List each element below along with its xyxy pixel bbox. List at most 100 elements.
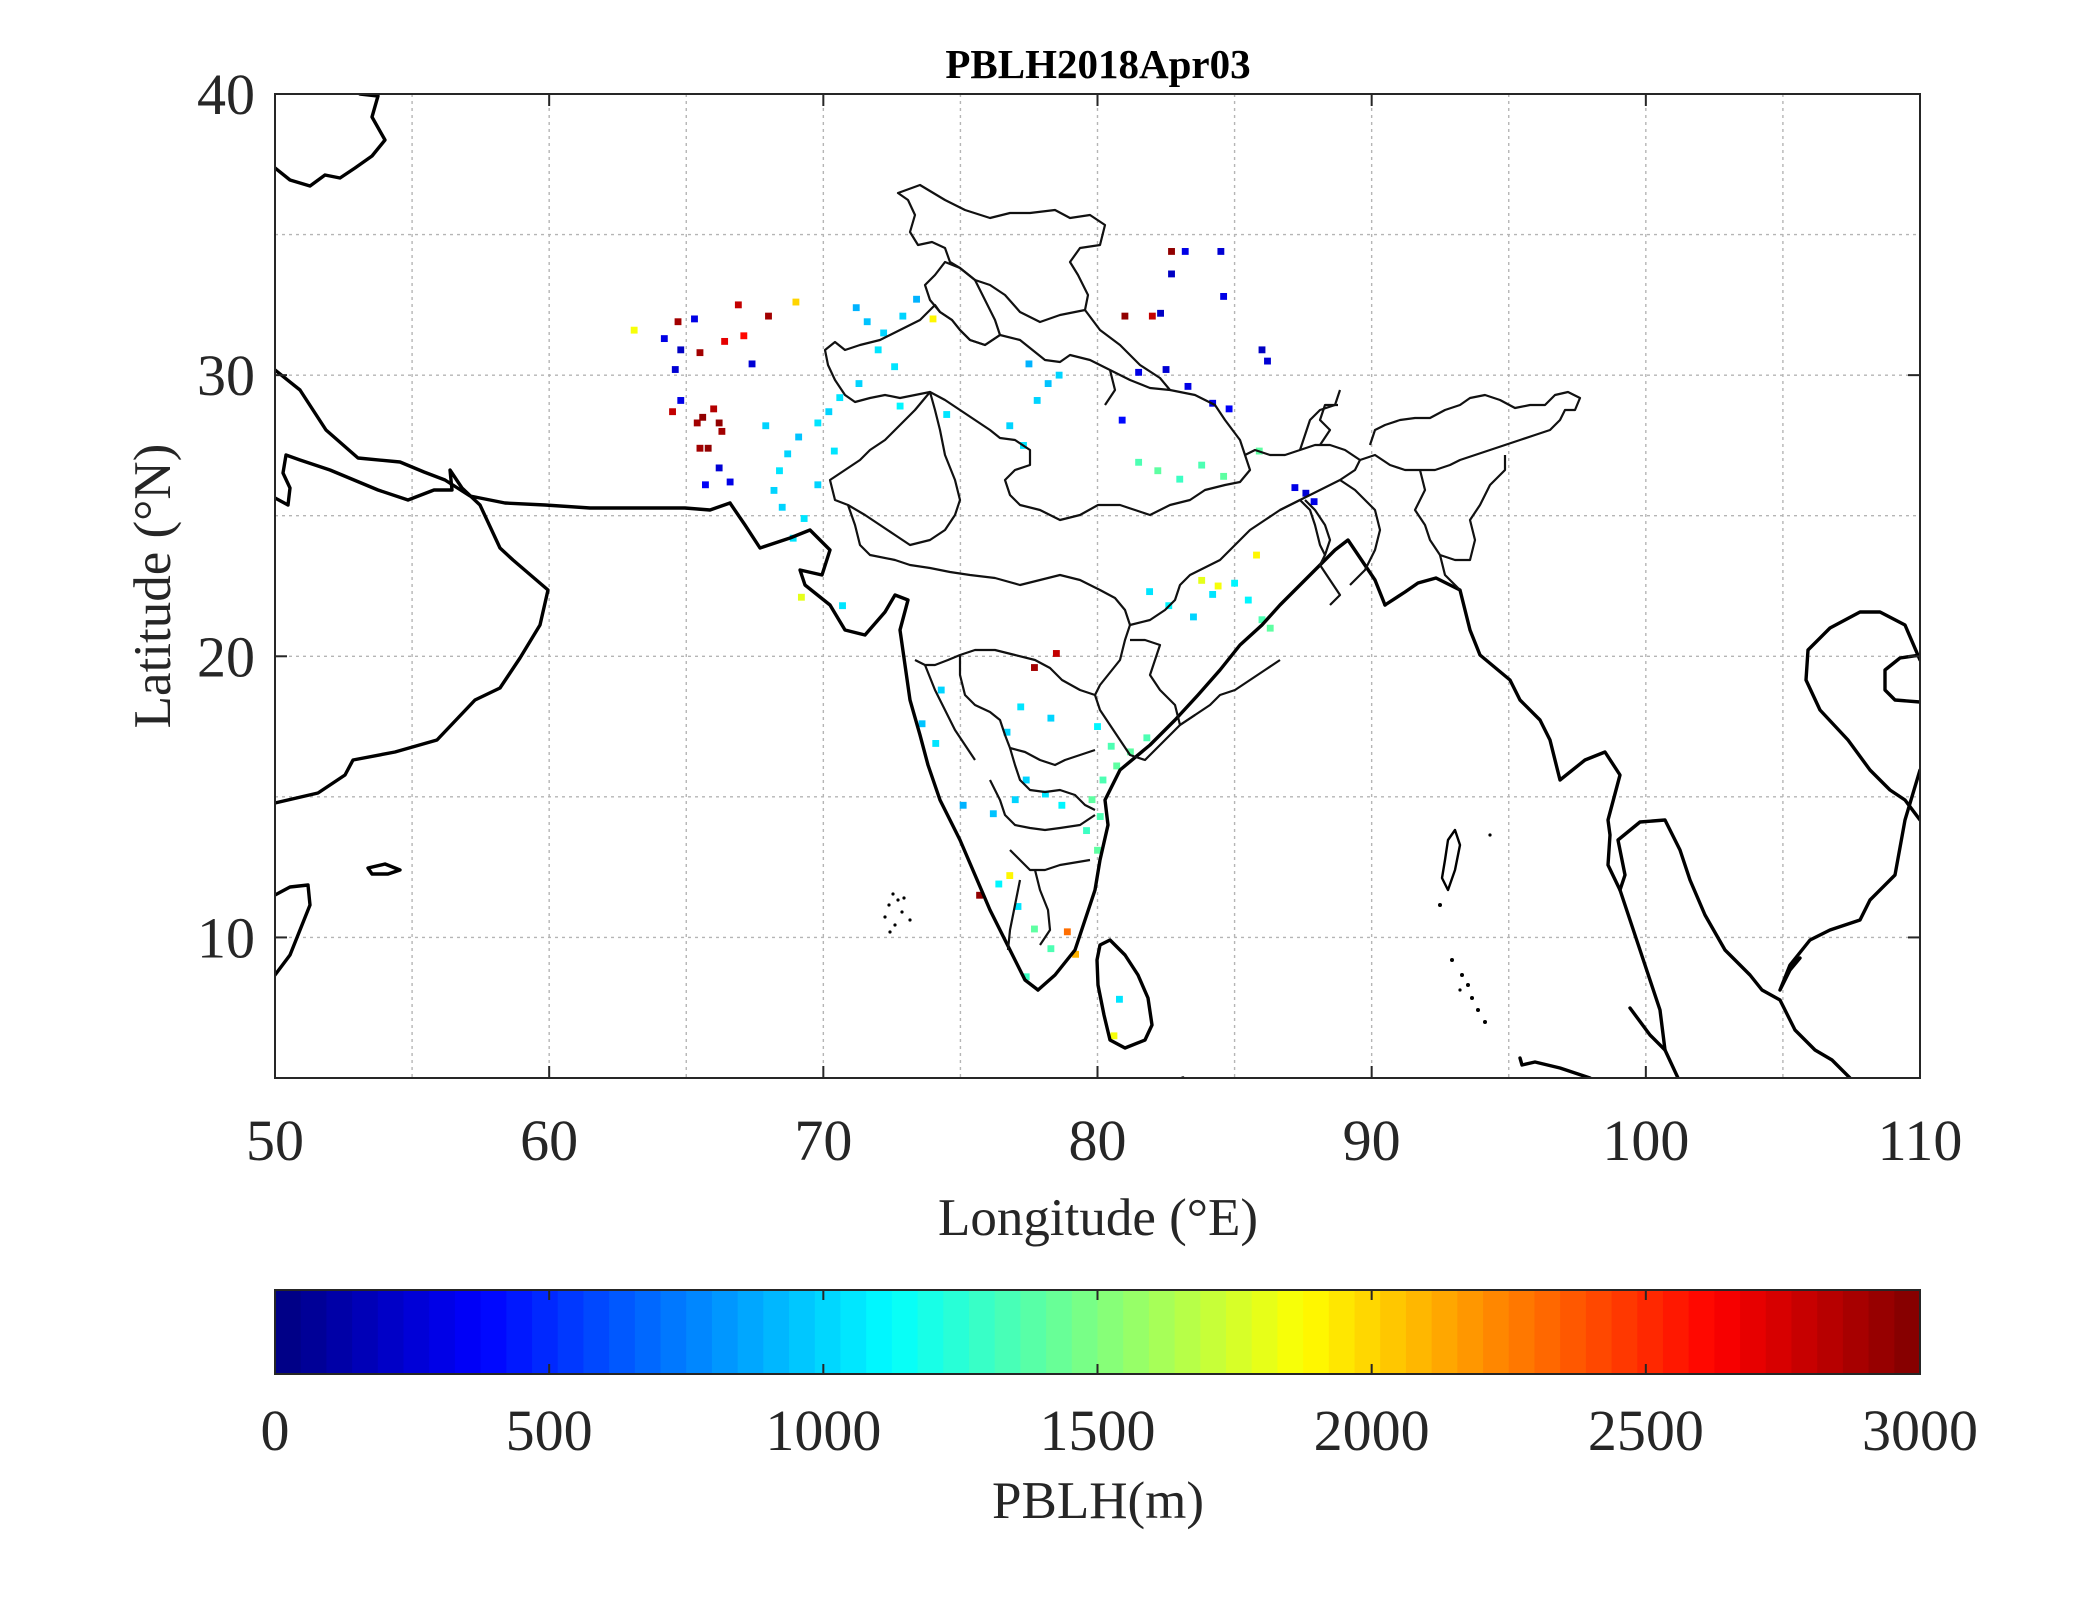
pblh-cell [704,444,712,452]
pblh-cell [1003,728,1011,736]
colorbar-segment [1483,1290,1510,1374]
pblh-cell [710,405,718,413]
y-tick-label: 30 [197,343,255,408]
pblh-cell [929,315,937,323]
pblh-cell [1044,380,1052,388]
pblh-cell [1184,382,1192,390]
pblh-cell [1198,576,1206,584]
island-dots [883,828,1492,1024]
colorbar-segment [1611,1290,1638,1374]
pblh-cell [1025,360,1033,368]
colorbar-segment [1508,1290,1536,1374]
colorbar-segment [609,1290,636,1374]
pblh-cell [1181,248,1189,255]
pblh-cell [1217,248,1225,255]
pblh-cell [1047,714,1055,722]
pblh-cell [1033,397,1041,404]
pblh-cell [1253,551,1260,559]
pblh-cell [880,329,888,337]
pblh-cell [1176,475,1184,483]
pblh-cell [800,515,808,522]
colorbar-segment [1714,1290,1741,1374]
colorbar-segment [275,1290,302,1374]
pblh-cell [943,411,951,418]
pblh-cell [1072,950,1079,958]
pblh-cell [696,444,704,452]
pblh-cell [1006,422,1014,430]
colorbar-segment [1457,1290,1484,1374]
pblh-cell [899,312,907,320]
pblh-cell [1135,368,1143,376]
pblh-cell [660,335,668,343]
pblh-cell [795,433,803,441]
pblh-cell [1291,484,1299,492]
pblh-cell [1154,467,1162,475]
pblh-cell [669,408,676,416]
pblh-cell [1031,925,1038,933]
colorbar-segment [711,1290,739,1374]
pblh-cell [696,349,704,357]
colorbar-segment [1251,1290,1279,1374]
pblh-cell [1220,472,1228,480]
pblh-cell [702,481,709,489]
colorbar-segment [1303,1290,1330,1374]
colorbar-segment [1405,1290,1433,1374]
colorbar-segment [1431,1290,1458,1374]
pblh-cell [1168,248,1175,255]
colorbar-segment [917,1290,944,1374]
pblh-cell [1052,650,1060,657]
pblh-cell [1014,903,1022,910]
colorbar-segment [1200,1290,1227,1374]
colorbar-segment [557,1290,585,1374]
pblh-cell [1258,346,1266,354]
pblh-cell [1063,928,1071,936]
pblh-cell [1094,723,1101,730]
colorbar-segment [994,1290,1021,1374]
x-tick-label: 110 [1878,1108,1963,1173]
colorbar-segment [1097,1290,1124,1374]
y-tick-label: 10 [197,905,255,970]
pblh-cell [1258,616,1266,624]
colorbar-segment [1277,1290,1304,1374]
pblh-cell [1198,461,1206,469]
pblh-cell [630,326,638,334]
pblh-cell [1088,796,1096,804]
coastlines [275,94,1920,1078]
colorbar-segment [429,1290,456,1374]
pblh-cell [1118,416,1126,424]
y-axis-label: Latitude (°N) [124,444,182,729]
colorbar-segment [840,1290,867,1374]
pblh-cell [734,301,742,309]
pblh-cell [1107,742,1115,750]
gridlines [275,94,1920,1078]
colorbar-segment [377,1290,405,1374]
pblh-cell [1310,498,1318,506]
x-axis-label: Longitude (°E) [938,1189,1258,1247]
pblh-cell [770,486,778,494]
pblh-cell [913,295,920,303]
pblh-cell [1244,596,1252,604]
colorbar-segment [1020,1290,1047,1374]
pblh-cell [1231,579,1239,587]
colorbar-tick-label: 500 [506,1398,593,1463]
pblh-cell [896,402,904,410]
pblh-cell [932,740,940,747]
colorbar-segment [1560,1290,1587,1374]
pblh-cell [778,503,786,511]
y-tick-label: 40 [197,62,255,127]
pblh-cell [715,419,723,427]
pblh-cell [1083,827,1090,835]
pblh-cell [715,464,723,472]
pblh-cell [1225,405,1233,413]
pblh-cell [1168,270,1175,278]
pblh-cell [839,602,846,610]
pblh-cell [762,422,770,430]
pblh-cell [937,686,945,694]
colorbar-segment [1662,1290,1690,1374]
pblh-cell [852,304,860,312]
x-tick-label: 60 [520,1108,578,1173]
colorbar-segment [1585,1290,1613,1374]
colorbar-segment [660,1290,687,1374]
colorbar-segment [532,1290,559,1374]
pblh-cell [784,450,792,458]
